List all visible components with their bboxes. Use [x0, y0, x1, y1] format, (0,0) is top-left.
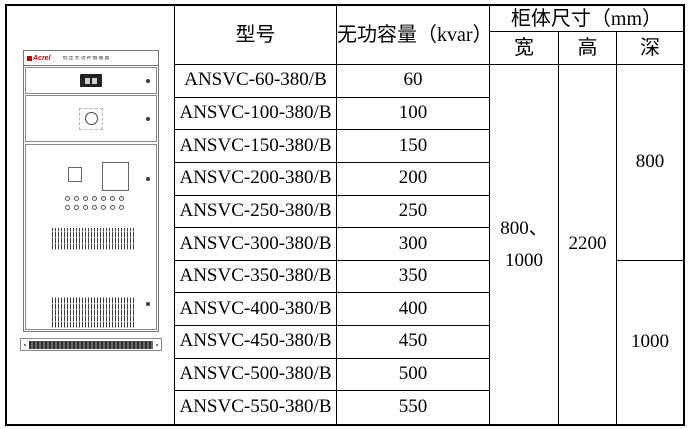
model-cell: ANSVC-450-380/B — [175, 326, 337, 359]
capacity-cell: 550 — [337, 391, 490, 424]
depth-value-bottom-cell: 1000 — [631, 330, 669, 352]
indicator-lights-grid — [65, 196, 124, 210]
base-grille-icon — [29, 340, 153, 349]
cabinet-nameplate: Acrel 低压无功补偿装置 — [24, 51, 158, 66]
cabinet-image-cell: Acrel 低压无功补偿装置 — [7, 6, 175, 424]
screw-icon — [24, 343, 26, 346]
acrel-logo-icon — [27, 55, 32, 61]
acrel-brand-text: Acrel — [33, 54, 51, 62]
depth-value-top-cell: 800 — [617, 65, 683, 261]
capacity-cell: 450 — [337, 326, 490, 359]
model-cell: ANSVC-100-380/B — [175, 97, 337, 131]
main-door-panel — [25, 144, 157, 330]
model-cell: ANSVC-60-380/B — [175, 65, 337, 98]
capacity-cell: 200 — [337, 162, 490, 196]
header-depth: 深 — [617, 32, 683, 65]
knob-outline — [79, 107, 103, 130]
model-cell: ANSVC-200-380/B — [175, 162, 337, 196]
knob-icon — [84, 112, 98, 125]
header-cabinet-size: 柜体尺寸（mm） — [490, 6, 683, 32]
width-value-line2: 1000 — [505, 249, 543, 271]
capacity-cell: 250 — [337, 195, 490, 229]
capacity-cell: 100 — [337, 97, 490, 131]
width-value-line1: 800、 — [500, 217, 548, 239]
model-cell: ANSVC-400-380/B — [175, 293, 337, 327]
cabinet-front-view: Acrel 低压无功补偿装置 — [20, 50, 162, 351]
cabinet-body: Acrel 低压无功补偿装置 — [23, 50, 159, 332]
switch-cutout-small — [68, 167, 82, 182]
cabinet-panel-label: 低压无功补偿装置 — [62, 55, 111, 61]
header-capacity: 无功容量（kvar） — [337, 6, 493, 65]
capacity-cell: 500 — [337, 358, 490, 392]
switch-cutout-large — [102, 162, 129, 191]
capacity-cell: 150 — [337, 130, 490, 163]
controller-panel — [25, 67, 157, 94]
capacity-cell: 60 — [337, 65, 490, 98]
screw-icon — [146, 177, 150, 181]
header-height: 高 — [559, 32, 617, 65]
screw-icon — [146, 117, 150, 121]
indicator-panel — [25, 95, 157, 142]
capacity-cell: 400 — [337, 293, 490, 327]
model-cell: ANSVC-150-380/B — [175, 130, 337, 163]
screw-icon — [146, 302, 150, 306]
capacity-cell: 350 — [337, 260, 490, 294]
model-cell: ANSVC-250-380/B — [175, 195, 337, 229]
width-value-cell: 800、 1000 — [490, 65, 559, 424]
ventilation-grille-upper — [52, 228, 134, 250]
header-model: 型号 — [175, 6, 337, 65]
capacity-cell: 300 — [337, 228, 490, 261]
meter-display-icon — [80, 74, 102, 87]
spec-table: Acrel 低压无功补偿装置 — [5, 4, 685, 426]
header-width: 宽 — [490, 32, 559, 65]
screw-icon — [146, 79, 150, 83]
model-cell: ANSVC-300-380/B — [175, 228, 337, 261]
model-cell: ANSVC-500-380/B — [175, 358, 337, 392]
height-value-cell: 2200 — [559, 65, 617, 424]
screw-icon — [156, 343, 158, 346]
cabinet-base-vent — [20, 338, 162, 351]
ventilation-grille-lower — [52, 297, 136, 328]
model-cell: ANSVC-550-380/B — [175, 391, 337, 424]
model-cell: ANSVC-350-380/B — [175, 260, 337, 294]
